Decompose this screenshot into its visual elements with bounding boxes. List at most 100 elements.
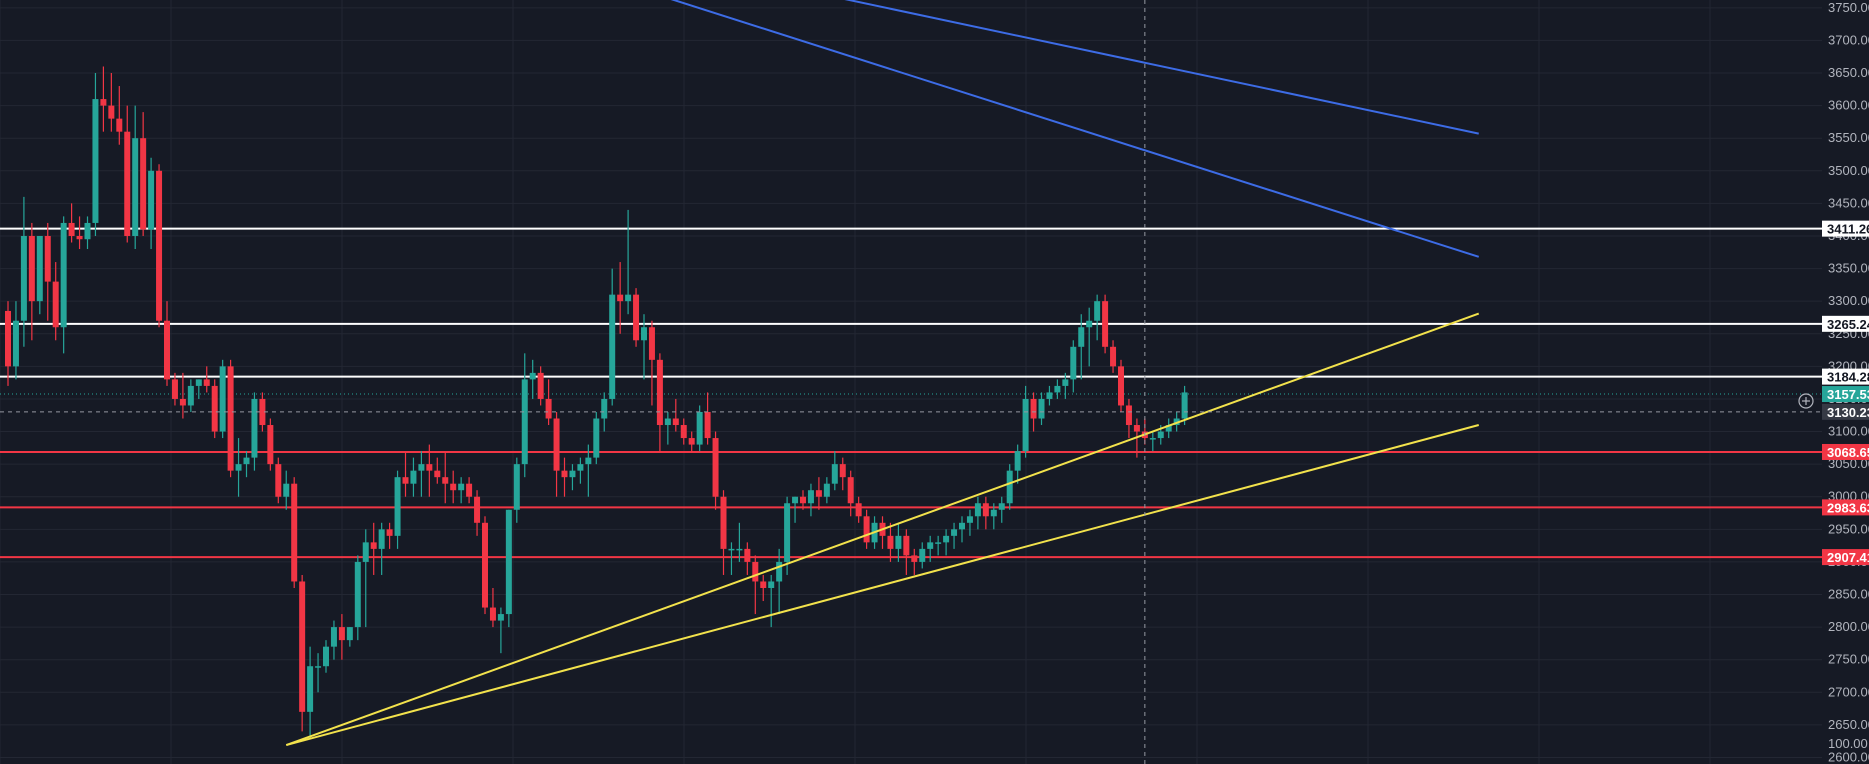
- candle[interactable]: [911, 548, 918, 575]
- candle[interactable]: [243, 451, 250, 478]
- candle[interactable]: [20, 196, 27, 347]
- candle[interactable]: [1149, 431, 1156, 452]
- candle[interactable]: [474, 490, 481, 536]
- trendlines[interactable]: [285, 0, 1480, 747]
- candle[interactable]: [609, 268, 616, 406]
- candle[interactable]: [998, 496, 1005, 523]
- candle[interactable]: [553, 411, 560, 497]
- candle[interactable]: [307, 646, 314, 738]
- candle[interactable]: [84, 216, 91, 250]
- candle[interactable]: [895, 522, 902, 562]
- candle[interactable]: [696, 405, 703, 452]
- candle[interactable]: [784, 496, 791, 575]
- candle[interactable]: [736, 522, 743, 562]
- candle[interactable]: [489, 587, 496, 628]
- candle[interactable]: [92, 73, 99, 236]
- candle[interactable]: [36, 235, 43, 315]
- candle[interactable]: [1022, 385, 1029, 458]
- candle[interactable]: [5, 301, 11, 386]
- candle[interactable]: [792, 496, 799, 523]
- candle[interactable]: [505, 509, 512, 628]
- trendline[interactable]: [285, 312, 1480, 747]
- candle[interactable]: [259, 392, 266, 432]
- candle[interactable]: [52, 262, 59, 341]
- candle[interactable]: [44, 222, 51, 321]
- candle[interactable]: [402, 451, 409, 497]
- candle[interactable]: [116, 86, 123, 145]
- candle[interactable]: [1102, 294, 1109, 354]
- candle[interactable]: [664, 411, 671, 445]
- candle[interactable]: [903, 529, 910, 575]
- candle[interactable]: [633, 288, 640, 347]
- candle[interactable]: [887, 522, 894, 562]
- candle[interactable]: [450, 470, 457, 504]
- candle[interactable]: [617, 262, 624, 334]
- candle[interactable]: [728, 542, 735, 575]
- trendline[interactable]: [763, 0, 1479, 135]
- candle[interactable]: [100, 66, 107, 132]
- candle[interactable]: [935, 535, 942, 556]
- trendline[interactable]: [285, 424, 1480, 747]
- candle[interactable]: [164, 301, 170, 386]
- candle[interactable]: [323, 640, 329, 673]
- candle[interactable]: [76, 216, 83, 250]
- candle[interactable]: [108, 73, 115, 132]
- candle[interactable]: [1165, 418, 1172, 439]
- candle[interactable]: [434, 457, 441, 484]
- candle[interactable]: [482, 516, 488, 615]
- candle[interactable]: [370, 522, 377, 575]
- candle[interactable]: [919, 542, 926, 569]
- candle[interactable]: [847, 470, 854, 517]
- candle[interactable]: [712, 431, 719, 510]
- candle[interactable]: [211, 379, 218, 439]
- candle[interactable]: [203, 366, 210, 393]
- candles[interactable]: [5, 66, 1188, 738]
- candle[interactable]: [267, 418, 274, 471]
- candle[interactable]: [187, 379, 194, 412]
- candle[interactable]: [760, 574, 767, 602]
- candle[interactable]: [283, 470, 290, 510]
- candle[interactable]: [442, 451, 449, 504]
- candle[interactable]: [315, 653, 322, 693]
- candle[interactable]: [1173, 411, 1180, 432]
- candle[interactable]: [951, 522, 958, 549]
- candle[interactable]: [1118, 359, 1124, 412]
- candle[interactable]: [1181, 385, 1188, 426]
- candle[interactable]: [497, 607, 504, 654]
- candle[interactable]: [1014, 444, 1021, 484]
- candle[interactable]: [569, 464, 576, 491]
- candle[interactable]: [831, 451, 838, 491]
- candle[interactable]: [641, 314, 647, 380]
- candle[interactable]: [140, 112, 147, 236]
- candle[interactable]: [959, 516, 965, 543]
- candle[interactable]: [458, 477, 465, 504]
- candle[interactable]: [1070, 340, 1077, 393]
- candle[interactable]: [521, 353, 528, 478]
- candle[interactable]: [1046, 385, 1053, 406]
- candle[interactable]: [966, 509, 973, 536]
- candle[interactable]: [537, 366, 544, 406]
- candle[interactable]: [839, 457, 846, 491]
- candle[interactable]: [1094, 294, 1101, 341]
- candle[interactable]: [768, 574, 775, 628]
- candle[interactable]: [513, 457, 520, 523]
- candle[interactable]: [418, 451, 425, 497]
- crosshair-plus-icon[interactable]: [1798, 393, 1814, 409]
- candle[interactable]: [593, 411, 600, 465]
- candle[interactable]: [227, 359, 234, 478]
- candle[interactable]: [1078, 314, 1085, 380]
- candle[interactable]: [148, 157, 155, 250]
- candle[interactable]: [927, 535, 934, 562]
- candle[interactable]: [744, 542, 751, 575]
- candle[interactable]: [601, 392, 608, 432]
- candle[interactable]: [362, 529, 369, 628]
- candle[interactable]: [680, 418, 687, 445]
- candle[interactable]: [156, 164, 163, 328]
- candle[interactable]: [195, 379, 202, 399]
- candle[interactable]: [346, 627, 353, 647]
- candle[interactable]: [1062, 372, 1069, 399]
- candle[interactable]: [720, 490, 727, 575]
- candle[interactable]: [561, 457, 568, 497]
- candle[interactable]: [656, 353, 663, 452]
